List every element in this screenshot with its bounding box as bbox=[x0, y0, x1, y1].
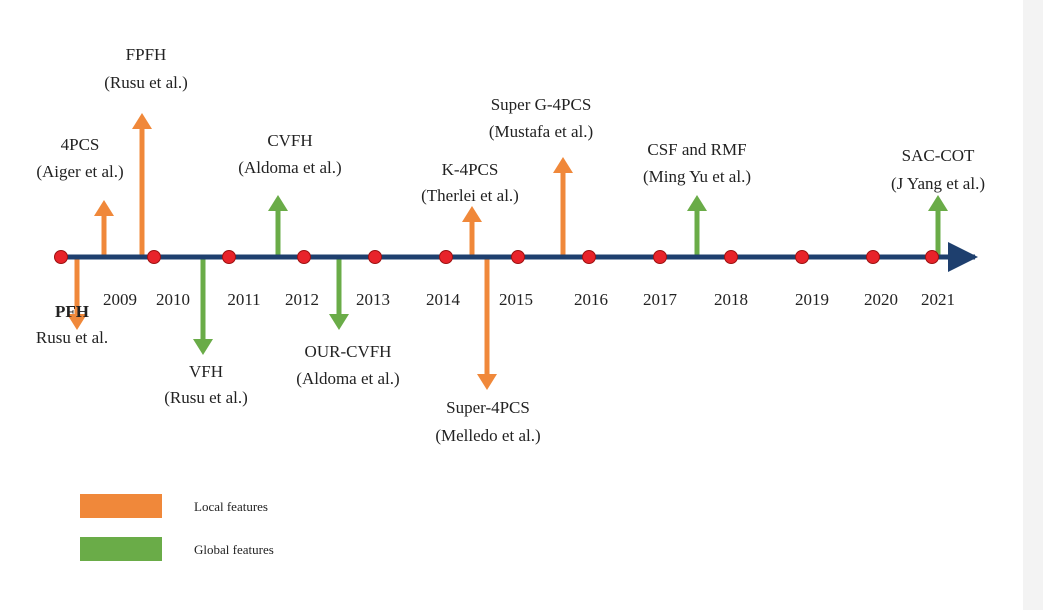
pfh-arrow bbox=[67, 257, 87, 330]
timeline-dot bbox=[439, 250, 453, 264]
super-4pcs-authors: (Melledo et al.) bbox=[435, 426, 540, 445]
year-label: 2021 bbox=[921, 290, 955, 309]
super-g-4pcs-authors: (Mustafa et al.) bbox=[489, 122, 593, 141]
timeline-dot bbox=[511, 250, 525, 264]
csf-rmf-arrow bbox=[687, 195, 707, 257]
cvfh-label: CVFH (Aldoma et al.) bbox=[238, 131, 341, 177]
timeline-dots bbox=[54, 250, 939, 264]
year-label: 2017 bbox=[643, 290, 678, 309]
sac-cot-label: SAC-COT (J Yang et al.) bbox=[891, 146, 985, 193]
feature-arrows bbox=[67, 113, 948, 390]
csf-rmf-label: CSF and RMF (Ming Yu et al.) bbox=[643, 140, 751, 186]
sac-cot-name: SAC-COT bbox=[902, 146, 975, 165]
our-cvfh-label: OUR-CVFH (Aldoma et al.) bbox=[296, 342, 399, 388]
vfh-authors: (Rusu et al.) bbox=[164, 388, 248, 407]
super-g-4pcs-label: Super G-4PCS (Mustafa et al.) bbox=[489, 95, 593, 141]
pfh-name: PFH bbox=[55, 302, 89, 321]
year-label: 2018 bbox=[714, 290, 748, 309]
csf-rmf-name: CSF and RMF bbox=[647, 140, 746, 159]
fpfh-name: FPFH bbox=[126, 45, 167, 64]
our-cvfh-arrow bbox=[329, 257, 349, 330]
fpfh-arrow bbox=[132, 113, 152, 257]
4pcs-authors: (Aiger et al.) bbox=[36, 162, 123, 181]
cvfh-arrow bbox=[268, 195, 288, 257]
super-g-4pcs-arrow bbox=[553, 157, 573, 257]
edge-shade bbox=[1023, 0, 1043, 610]
super-4pcs-name: Super-4PCS bbox=[446, 398, 530, 417]
year-label: 2015 bbox=[499, 290, 533, 309]
year-label: 2014 bbox=[426, 290, 461, 309]
4pcs-name: 4PCS bbox=[61, 135, 100, 154]
year-labels: 2009 2010 2011 2012 2013 2014 2015 2016 2017 2018… bbox=[103, 290, 955, 309]
timeline-dot bbox=[222, 250, 236, 264]
year-label: 2016 bbox=[574, 290, 608, 309]
timeline-dot bbox=[368, 250, 382, 264]
vfh-name: VFH bbox=[189, 362, 223, 381]
pfh-authors: Rusu et al. bbox=[36, 328, 108, 347]
our-cvfh-name: OUR-CVFH bbox=[305, 342, 392, 361]
year-label: 2020 bbox=[864, 290, 898, 309]
k-4pcs-authors: (Therlei et al.) bbox=[421, 186, 519, 205]
local-legend-swatch bbox=[80, 494, 162, 518]
timeline-dot bbox=[54, 250, 68, 264]
fpfh-label: FPFH (Rusu et al.) bbox=[104, 45, 188, 92]
vfh-label: VFH (Rusu et al.) bbox=[164, 362, 248, 407]
legend: Local features Global features bbox=[80, 494, 274, 561]
k-4pcs-arrow bbox=[462, 206, 482, 257]
vfh-arrow bbox=[193, 257, 213, 355]
timeline-dot bbox=[297, 250, 311, 264]
timeline-dot bbox=[724, 250, 738, 264]
timeline-dot bbox=[866, 250, 880, 264]
cvfh-authors: (Aldoma et al.) bbox=[238, 158, 341, 177]
k-4pcs-name: K-4PCS bbox=[442, 160, 499, 179]
year-label: 2019 bbox=[795, 290, 829, 309]
sac-cot-authors: (J Yang et al.) bbox=[891, 174, 985, 193]
local-legend-label: Local features bbox=[194, 499, 268, 514]
year-label: 2010 bbox=[156, 290, 190, 309]
year-label: 2009 bbox=[103, 290, 137, 309]
global-legend-swatch bbox=[80, 537, 162, 561]
timeline-dot bbox=[582, 250, 596, 264]
year-label: 2012 bbox=[285, 290, 319, 309]
4pcs-arrow bbox=[94, 200, 114, 257]
pfh-label: PFH Rusu et al. bbox=[36, 302, 108, 347]
4pcs-label: 4PCS (Aiger et al.) bbox=[36, 135, 123, 181]
timeline-dot bbox=[795, 250, 809, 264]
timeline-dot bbox=[653, 250, 667, 264]
sac-cot-arrow bbox=[928, 195, 948, 257]
year-label: 2013 bbox=[356, 290, 390, 309]
super-g-4pcs-name: Super G-4PCS bbox=[491, 95, 592, 114]
k-4pcs-label: K-4PCS (Therlei et al.) bbox=[421, 160, 519, 205]
year-label: 2011 bbox=[227, 290, 260, 309]
timeline-dot bbox=[925, 250, 939, 264]
our-cvfh-authors: (Aldoma et al.) bbox=[296, 369, 399, 388]
cvfh-name: CVFH bbox=[267, 131, 312, 150]
fpfh-authors: (Rusu et al.) bbox=[104, 73, 188, 92]
global-legend-label: Global features bbox=[194, 542, 274, 557]
super-4pcs-arrow bbox=[477, 257, 497, 390]
csf-rmf-authors: (Ming Yu et al.) bbox=[643, 167, 751, 186]
super-4pcs-label: Super-4PCS (Melledo et al.) bbox=[435, 398, 540, 445]
timeline-dot bbox=[147, 250, 161, 264]
method-labels: PFH Rusu et al. 4PCS (Aiger et al.) FPFH (Rus… bbox=[36, 45, 985, 445]
